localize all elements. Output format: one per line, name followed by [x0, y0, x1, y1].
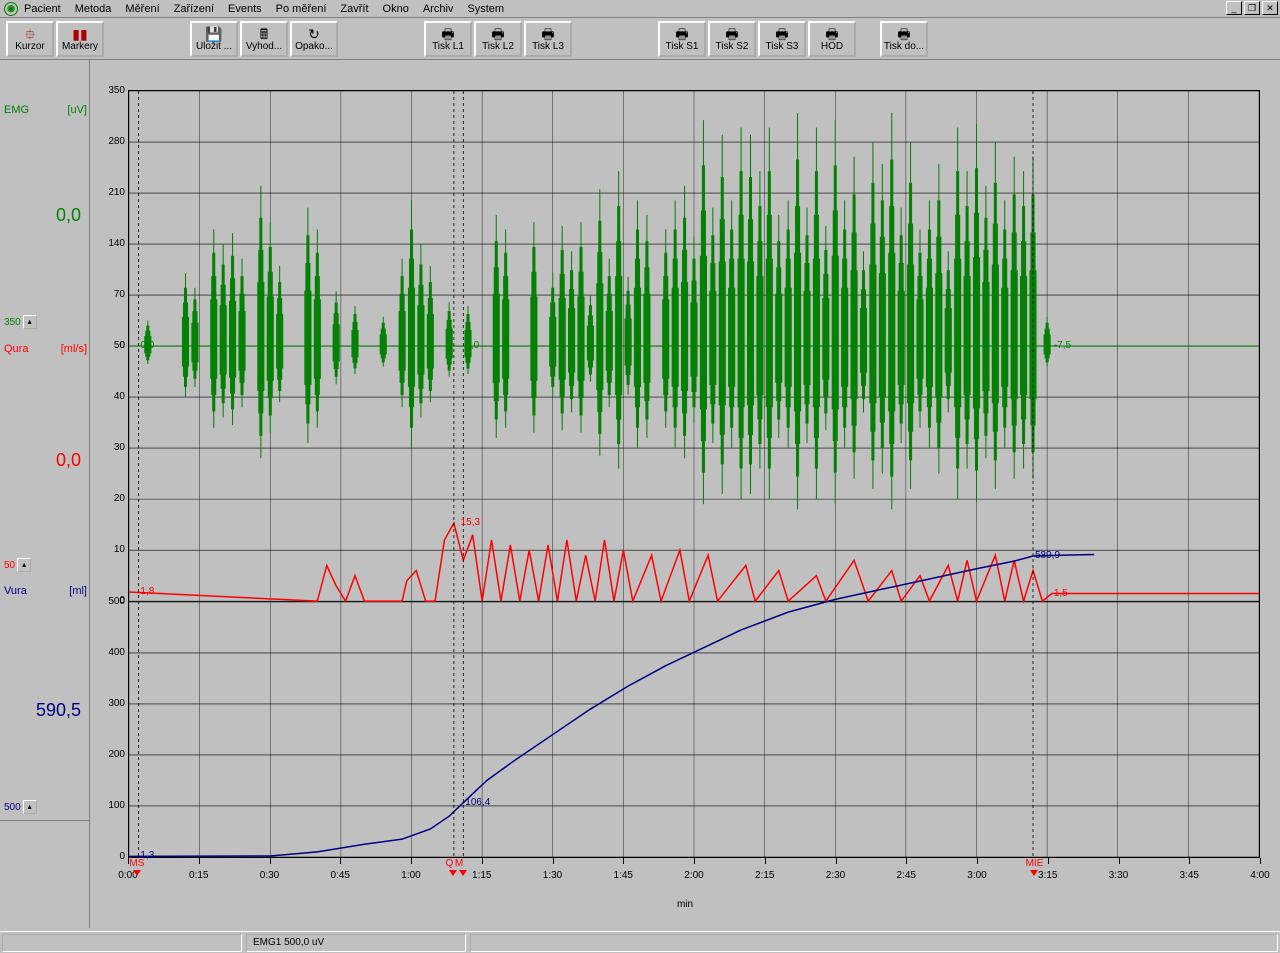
qura-scale-spinner[interactable]: 50 ▴ — [4, 558, 31, 572]
calc-icon: 🖩 — [260, 27, 268, 41]
maximize-button[interactable]: ❐ — [1244, 1, 1260, 15]
toolbar: ⯐Kurzor ▮▮Markery 💾Uložit ... 🖩Vyhod... … — [0, 18, 1280, 60]
y-tick-label: 400 — [97, 647, 125, 658]
event-marker[interactable]: MS — [129, 858, 144, 869]
y-tick-label: 0 — [97, 595, 125, 606]
vura-value: 590,5 — [36, 700, 81, 721]
menu-system[interactable]: System — [467, 3, 504, 15]
chart-area: 0701402102803500102030405001002003004005… — [90, 60, 1280, 928]
event-marker[interactable]: MIE — [1026, 858, 1044, 869]
tisks2-button[interactable]: 🖶Tisk S2 — [708, 21, 756, 57]
menu-pacient[interactable]: Pacient — [24, 3, 61, 15]
vura-scale-spinner[interactable]: 500 ▴ — [4, 800, 37, 814]
spin-up-icon[interactable]: ▴ — [17, 558, 31, 572]
app-icon: ◉ — [4, 2, 18, 16]
y-tick-label: 30 — [97, 442, 125, 453]
kurzor-button[interactable]: ⯐Kurzor — [6, 21, 54, 57]
qura-unit: [ml/s] — [61, 343, 87, 355]
emg-unit: [uV] — [67, 104, 87, 116]
print-icon: 🖶 — [897, 27, 910, 41]
vura-scale-value: 500 — [4, 802, 21, 813]
status-bar: EMG1 500,0 uV — [0, 931, 1280, 953]
menu-archiv[interactable]: Archiv — [423, 3, 454, 15]
y-tick-label: 100 — [97, 800, 125, 811]
y-tick-label: 10 — [97, 544, 125, 555]
y-tick-label: 300 — [97, 698, 125, 709]
vyhod-button[interactable]: 🖩Vyhod... — [240, 21, 288, 57]
emg-label: EMG — [4, 104, 29, 116]
y-tick-label: 0 — [97, 340, 125, 351]
ulozit-button[interactable]: 💾Uložit ... — [190, 21, 238, 57]
save-icon: 💾 — [205, 27, 222, 41]
window-controls: _ ❐ ✕ — [1226, 1, 1278, 15]
vura-label: Vura — [4, 585, 27, 597]
y-tick-label: 0 — [97, 851, 125, 862]
y-tick-label: 350 — [97, 85, 125, 96]
y-tick-label: 50 — [97, 340, 125, 351]
menu-metoda[interactable]: Metoda — [75, 3, 112, 15]
spin-up-icon[interactable]: ▴ — [23, 315, 37, 329]
opako-button[interactable]: ↻Opako... — [290, 21, 338, 57]
emg-scale-value: 350 — [4, 317, 21, 328]
menu-zavrit[interactable]: Zavřít — [340, 3, 368, 15]
menu-events[interactable]: Events — [228, 3, 262, 15]
print-icon: 🖶 — [441, 27, 454, 41]
y-tick-label: 70 — [97, 289, 125, 300]
qura-scale-value: 50 — [4, 560, 15, 571]
marker-triangle-icon — [459, 870, 467, 876]
tisks1-button[interactable]: 🖶Tisk S1 — [658, 21, 706, 57]
channel-panel: EMG [uV] 0,0 350 ▴ Qura [ml/s] 0,0 50 ▴ … — [0, 60, 90, 928]
menu-zarizeni[interactable]: Zařízení — [174, 3, 214, 15]
x-axis-title: min — [677, 899, 693, 910]
repeat-icon: ↻ — [308, 27, 320, 41]
print-arrow-icon: 🖶 — [825, 27, 838, 41]
y-tick-label: 200 — [97, 749, 125, 760]
tiskl2-button[interactable]: 🖶Tisk L2 — [474, 21, 522, 57]
markers-icon: ▮▮ — [72, 27, 87, 41]
marker-triangle-icon — [133, 870, 141, 876]
status-panel-1 — [2, 934, 242, 952]
menu-bar: ◉ Pacient Metoda Měření Zařízení Events … — [0, 0, 1280, 18]
tiskl3-button[interactable]: 🖶Tisk L3 — [524, 21, 572, 57]
y-tick-label: 500 — [97, 596, 125, 607]
menu-pomereni[interactable]: Po měření — [276, 3, 327, 15]
emg-scale-spinner[interactable]: 350 ▴ — [4, 315, 37, 329]
y-tick-label: 40 — [97, 391, 125, 402]
tiskdo-button[interactable]: 🖶Tisk do... — [880, 21, 928, 57]
print-icon: 🖶 — [491, 27, 504, 41]
marker-triangle-icon — [1030, 870, 1038, 876]
plot-area[interactable]: 0701402102803500102030405001002003004005… — [128, 90, 1260, 858]
menu-mereni[interactable]: Měření — [125, 3, 159, 15]
y-tick-label: 20 — [97, 493, 125, 504]
print-icon: 🖶 — [725, 27, 738, 41]
close-button[interactable]: ✕ — [1262, 1, 1278, 15]
event-marker[interactable]: M — [455, 858, 463, 869]
print-icon: 🖶 — [675, 27, 688, 41]
event-marker[interactable]: Q — [445, 858, 453, 869]
y-tick-label: 280 — [97, 136, 125, 147]
emg-value: 0,0 — [56, 205, 81, 226]
print-icon: 🖶 — [775, 27, 788, 41]
markery-button[interactable]: ▮▮Markery — [56, 21, 104, 57]
qura-value: 0,0 — [56, 450, 81, 471]
vura-unit: [ml] — [69, 585, 87, 597]
y-tick-label: 140 — [97, 238, 125, 249]
qura-label: Qura — [4, 343, 28, 355]
minimize-button[interactable]: _ — [1226, 1, 1242, 15]
spin-up-icon[interactable]: ▴ — [23, 800, 37, 814]
cursor-icon: ⯐ — [25, 27, 36, 41]
tiskl1-button[interactable]: 🖶Tisk L1 — [424, 21, 472, 57]
y-tick-label: 210 — [97, 187, 125, 198]
tisks3-button[interactable]: 🖶Tisk S3 — [758, 21, 806, 57]
marker-triangle-icon — [449, 870, 457, 876]
hod-button[interactable]: 🖶HOD — [808, 21, 856, 57]
status-panel-2: EMG1 500,0 uV — [246, 934, 466, 952]
menu-okno[interactable]: Okno — [383, 3, 409, 15]
main-area: EMG [uV] 0,0 350 ▴ Qura [ml/s] 0,0 50 ▴ … — [0, 60, 1280, 928]
print-icon: 🖶 — [541, 27, 554, 41]
status-panel-3 — [470, 934, 1278, 952]
